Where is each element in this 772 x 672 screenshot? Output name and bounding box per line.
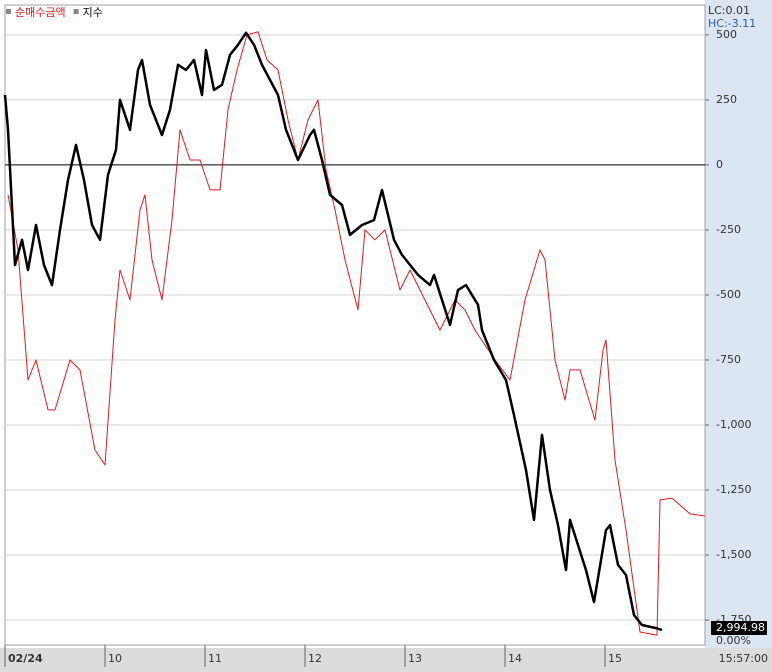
legend-swatch <box>73 9 79 14</box>
plot-frame <box>4 4 706 646</box>
y-tick-label: 500 <box>716 28 737 41</box>
x-tick-label: 02/24 <box>8 652 43 665</box>
x-tick-label: 11 <box>208 652 222 665</box>
x-tick-label: 12 <box>308 652 322 665</box>
x-tick-label: 15 <box>608 652 622 665</box>
series-line <box>3 31 663 632</box>
last-value: 2,994.98 <box>716 621 765 634</box>
y-tick-label: 250 <box>716 93 737 106</box>
last-value-box <box>711 621 767 635</box>
y-tick-label: -750 <box>716 353 741 366</box>
x-axis-panel <box>0 648 772 672</box>
y-tick-label: -1,250 <box>716 483 751 496</box>
y-tick-label: -1,500 <box>716 548 751 561</box>
legend-swatch <box>6 9 11 14</box>
y-tick-label: -250 <box>716 223 741 236</box>
lines <box>3 31 706 636</box>
x-tick-label: 14 <box>508 652 522 665</box>
x-tick-label: 13 <box>408 652 422 665</box>
y-tick-label: -1,000 <box>716 418 751 431</box>
y-tick-label: -500 <box>716 288 741 301</box>
lc-label: LC:0.01 <box>708 4 750 17</box>
legend-label: 순매수금액 <box>15 6 66 19</box>
y-axis-panel <box>705 0 772 648</box>
legend: 순매수금액 지수 <box>6 6 103 19</box>
series-line <box>7 31 706 636</box>
time-label: 15:57:00 <box>719 652 768 665</box>
change-label: 0.00% <box>716 634 751 647</box>
x-tick-label: 10 <box>108 652 122 665</box>
hc-label: HC:-3.11 <box>708 17 756 30</box>
y-tick-label: 0 <box>716 158 723 171</box>
legend-label: 지수 <box>83 6 103 19</box>
